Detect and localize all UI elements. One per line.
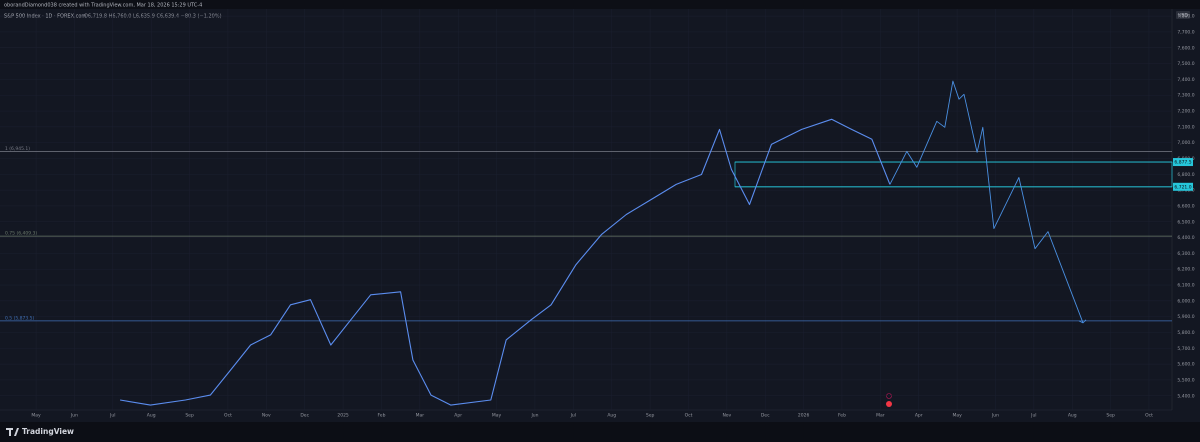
y-tick-label: 5,700.0 (1177, 346, 1194, 352)
y-tick-label: 5,400.0 (1177, 393, 1194, 399)
y-tick-label: 7,200.0 (1177, 109, 1194, 115)
x-tick-label: Dec (300, 413, 309, 419)
x-tick-label: Apr (454, 413, 462, 419)
y-tick-label: 6,600.0 (1177, 203, 1194, 209)
x-tick-label: Jul (570, 413, 576, 419)
y-tick-label: 5,600.0 (1177, 362, 1194, 368)
chart-title: S&P 500 Index · 1D · FOREX.com (4, 14, 86, 20)
x-tick-label: Sep (185, 413, 194, 419)
y-tick-label: 6,500.0 (1177, 219, 1194, 225)
y-tick-label: 6,200.0 (1177, 267, 1194, 273)
x-tick-label: May (952, 413, 962, 419)
level-label: 0.75 (6,409.3) (5, 231, 37, 237)
x-tick-label: Jun (70, 413, 78, 419)
y-tick-label: 7,300.0 (1177, 93, 1194, 99)
x-tick-label: Sep (1106, 413, 1115, 419)
y-tick-label: 7,700.0 (1177, 29, 1194, 35)
x-tick-label: Jul (1030, 413, 1036, 419)
zone-price-tag (1173, 158, 1193, 167)
x-tick-label: Mar (876, 413, 885, 419)
x-tick-label: Dec (761, 413, 770, 419)
price-line (120, 118, 891, 406)
x-tick-label: Apr (915, 413, 923, 419)
x-tick-label: Aug (1068, 413, 1077, 419)
y-tick-label: 7,100.0 (1177, 124, 1194, 130)
x-tick-label: Oct (1145, 413, 1153, 419)
header: oborandDiamond038 created with TradingVi… (4, 3, 202, 9)
y-tick-label: 6,400.0 (1177, 235, 1194, 241)
x-tick-label: Feb (377, 413, 385, 419)
header-bar (0, 0, 1200, 9)
x-tick-label: Feb (838, 413, 846, 419)
level-label: 1 (6,945.1) (5, 146, 30, 152)
x-tick-label: Sep (646, 413, 655, 419)
y-tick-label: 7,800.0 (1177, 14, 1194, 20)
level-label: 0.5 (5,873.5) (5, 315, 35, 321)
currency-box (1176, 11, 1190, 19)
x-tick-label: Jul (109, 413, 115, 419)
x-tick-label: Mar (416, 413, 425, 419)
arrow-head (1078, 319, 1087, 324)
brand: TradingView (22, 427, 74, 436)
y-tick-label: 5,500.0 (1177, 377, 1194, 383)
x-tick-label: Jun (991, 413, 999, 419)
x-tick-label: Nov (262, 413, 271, 419)
x-tick-label: Aug (607, 413, 616, 419)
footer-bar (0, 422, 1200, 442)
x-tick-label: Oct (685, 413, 693, 419)
x-tick-label: Oct (224, 413, 232, 419)
y-tick-label: 7,400.0 (1177, 77, 1194, 83)
logo (6, 428, 19, 436)
currency: USD (1178, 13, 1188, 19)
zone-price-label: 6,721.0 (1174, 184, 1191, 190)
x-tick-label: Jun (530, 413, 538, 419)
x-tick-label: 2025 (337, 413, 349, 419)
y-tick-label: 7,000.0 (1177, 140, 1194, 146)
y-tick-label: 7,600.0 (1177, 45, 1194, 51)
zone-price-tag (1173, 182, 1193, 191)
x-tick-label: May (31, 413, 41, 419)
y-tick-label: 7,500.0 (1177, 61, 1194, 67)
x-tick-label: 2026 (798, 413, 810, 419)
y-tick-label: 6,000.0 (1177, 298, 1194, 304)
x-tick-label: May (492, 413, 502, 419)
y-tick-label: 5,900.0 (1177, 314, 1194, 320)
event-marker (886, 401, 892, 407)
x-tick-label: Nov (722, 413, 731, 419)
y-tick-label: 6,300.0 (1177, 251, 1194, 257)
ohlc: O6,719.8 H6,760.0 L6,635.9 C6,639.4 −80.… (84, 14, 222, 20)
y-tick-label: 6,800.0 (1177, 172, 1194, 178)
zone-price-label: 6,877.5 (1174, 160, 1191, 166)
x-tick-label: Aug (147, 413, 156, 419)
y-tick-label: 5,800.0 (1177, 330, 1194, 336)
price-line (889, 80, 1084, 323)
y-tick-label: 6,100.0 (1177, 283, 1194, 289)
